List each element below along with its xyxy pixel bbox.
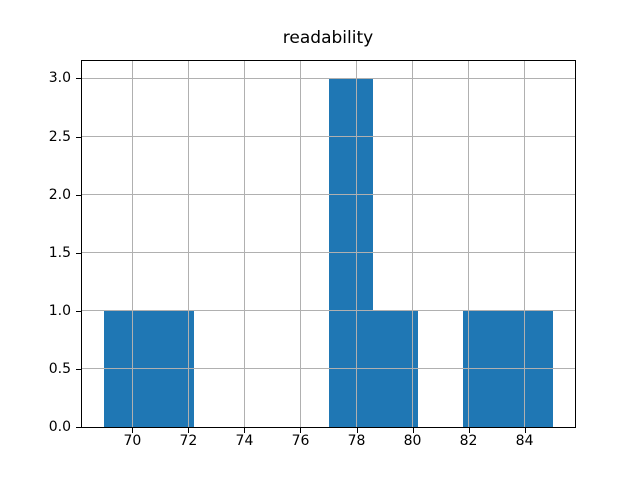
x-tick-mark bbox=[412, 428, 414, 433]
y-tick-label: 2.0 bbox=[48, 186, 71, 203]
y-tick-mark bbox=[76, 427, 81, 428]
y-tick-mark bbox=[76, 310, 81, 312]
y-tick-mark bbox=[76, 136, 81, 138]
gridline bbox=[243, 61, 245, 427]
gridline bbox=[356, 61, 357, 427]
x-tick-mark bbox=[300, 428, 302, 433]
gridline bbox=[131, 61, 133, 427]
gridline bbox=[299, 61, 301, 427]
gridline bbox=[524, 61, 526, 427]
gridline bbox=[82, 310, 575, 312]
x-tick-mark bbox=[356, 428, 358, 433]
x-tick-mark bbox=[524, 428, 526, 433]
x-tick-label: 82 bbox=[459, 433, 478, 449]
x-tick-mark bbox=[468, 428, 470, 433]
y-tick-label: 0.5 bbox=[48, 360, 71, 377]
y-tick-mark bbox=[76, 78, 81, 80]
gridline bbox=[82, 252, 575, 254]
x-tick-label: 84 bbox=[515, 433, 534, 449]
x-tick-mark bbox=[244, 428, 246, 433]
gridline bbox=[187, 61, 189, 427]
x-tick-label: 78 bbox=[347, 433, 366, 449]
gridline bbox=[82, 136, 575, 138]
x-tick-label: 72 bbox=[179, 433, 198, 449]
y-tick-mark bbox=[76, 368, 81, 370]
y-tick-label: 1.5 bbox=[48, 244, 71, 261]
x-tick-label: 70 bbox=[123, 433, 142, 449]
gridline bbox=[82, 194, 575, 196]
x-tick-mark bbox=[188, 428, 190, 433]
y-tick-mark bbox=[76, 252, 81, 254]
gridline bbox=[468, 61, 470, 427]
y-tick-label: 1.0 bbox=[48, 302, 71, 319]
y-tick-label: 0.0 bbox=[48, 419, 71, 435]
x-tick-label: 80 bbox=[403, 433, 422, 449]
x-tick-label: 74 bbox=[235, 433, 254, 449]
gridline bbox=[82, 368, 575, 370]
y-tick-mark bbox=[76, 194, 81, 196]
x-tick-mark bbox=[132, 428, 134, 433]
x-tick-label: 76 bbox=[291, 433, 310, 449]
gridline bbox=[82, 77, 575, 79]
y-tick-label: 3.0 bbox=[48, 70, 71, 87]
chart-title: readability bbox=[282, 28, 374, 48]
y-tick-label: 2.5 bbox=[48, 128, 71, 145]
gridline bbox=[412, 61, 414, 427]
plot-area bbox=[81, 60, 576, 428]
